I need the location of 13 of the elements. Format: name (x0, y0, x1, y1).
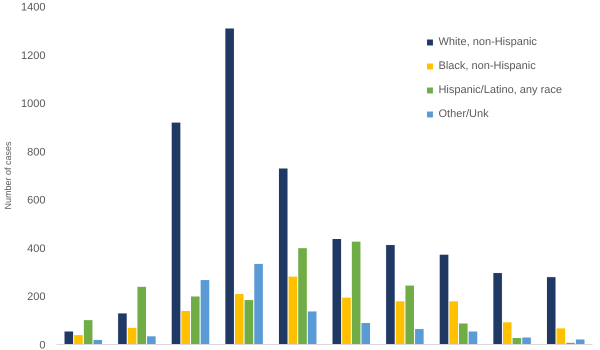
legend-label: Hispanic/Latino, any race (438, 84, 562, 96)
legend-label: White, non-Hispanic (438, 36, 537, 48)
y-tick-label: 1400 (21, 2, 46, 14)
y-tick-label: 400 (27, 242, 46, 255)
y-tick-label: 600 (27, 194, 46, 207)
legend-label: Other/Unk (438, 108, 489, 120)
y-tick-label: 200 (27, 291, 46, 304)
y-axis-title: Number of cases (3, 140, 14, 210)
y-tick-label: 1200 (21, 50, 46, 62)
y-tick-label: 800 (27, 146, 46, 158)
y-tick-label: 1000 (21, 98, 46, 110)
y-tick-label: 0 (39, 340, 46, 350)
legend-label: Black, non-Hispanic (438, 60, 536, 72)
